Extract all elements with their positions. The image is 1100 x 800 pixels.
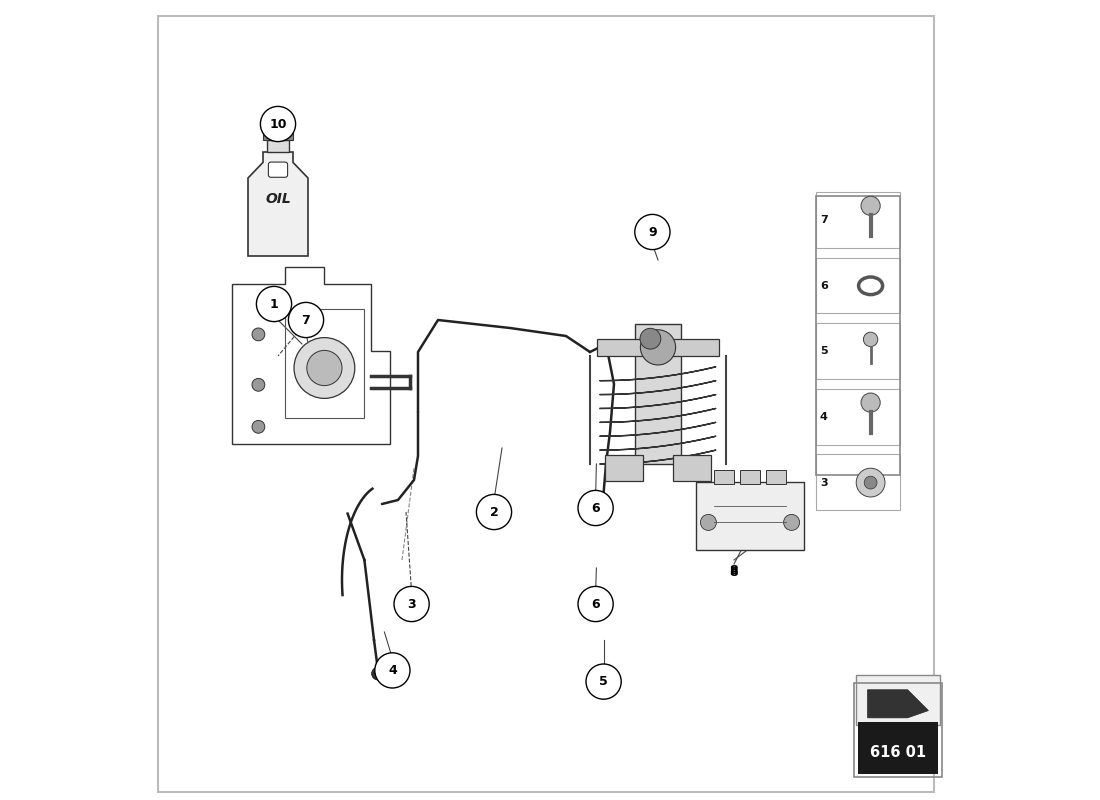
Text: 1: 1 <box>270 298 278 310</box>
Text: 7: 7 <box>301 314 310 326</box>
Circle shape <box>701 514 716 530</box>
FancyBboxPatch shape <box>695 482 804 550</box>
FancyBboxPatch shape <box>767 470 785 484</box>
Text: 5: 5 <box>820 346 827 357</box>
Circle shape <box>865 476 877 489</box>
Bar <box>816 323 900 379</box>
Circle shape <box>861 393 880 412</box>
Circle shape <box>640 328 661 349</box>
Bar <box>816 389 900 445</box>
Circle shape <box>586 664 622 699</box>
Polygon shape <box>248 152 308 256</box>
Circle shape <box>252 328 265 341</box>
Circle shape <box>294 338 355 398</box>
Text: 616 01: 616 01 <box>870 745 926 760</box>
Text: 3: 3 <box>820 478 827 488</box>
Circle shape <box>375 653 410 688</box>
Circle shape <box>578 586 613 622</box>
Text: 4: 4 <box>388 664 397 677</box>
Text: 4: 4 <box>820 412 828 422</box>
Bar <box>597 338 718 356</box>
Bar <box>673 455 712 482</box>
Bar <box>267 139 289 152</box>
Bar <box>858 722 938 774</box>
Circle shape <box>783 514 800 530</box>
Circle shape <box>261 106 296 142</box>
Text: 5: 5 <box>600 675 608 688</box>
FancyBboxPatch shape <box>268 162 287 178</box>
FancyBboxPatch shape <box>740 470 760 484</box>
Bar <box>857 675 939 725</box>
Bar <box>635 323 681 464</box>
Text: 6: 6 <box>820 281 828 291</box>
Circle shape <box>856 468 886 497</box>
Text: 3: 3 <box>407 598 416 610</box>
Bar <box>854 683 942 777</box>
Circle shape <box>372 667 384 680</box>
Circle shape <box>864 332 878 346</box>
Text: 8: 8 <box>729 564 738 577</box>
Bar <box>263 131 293 139</box>
Bar <box>605 455 642 482</box>
Text: 8: 8 <box>729 566 738 578</box>
Circle shape <box>394 586 429 622</box>
Text: 6: 6 <box>592 598 600 610</box>
Circle shape <box>252 421 265 433</box>
Text: 10: 10 <box>270 118 287 130</box>
Text: 6: 6 <box>592 502 600 514</box>
Circle shape <box>252 378 265 391</box>
Text: 2: 2 <box>490 506 498 518</box>
Circle shape <box>256 286 292 322</box>
FancyBboxPatch shape <box>714 470 734 484</box>
Circle shape <box>476 494 512 530</box>
Circle shape <box>861 196 880 215</box>
Circle shape <box>640 330 675 365</box>
Bar <box>816 192 900 248</box>
Bar <box>816 454 900 510</box>
Circle shape <box>578 490 613 526</box>
Text: 7: 7 <box>820 215 827 226</box>
Circle shape <box>635 214 670 250</box>
Bar <box>816 258 900 314</box>
Text: OIL: OIL <box>265 192 290 206</box>
Bar <box>816 196 900 475</box>
Circle shape <box>307 350 342 386</box>
Ellipse shape <box>864 281 878 291</box>
Text: 9: 9 <box>648 226 657 238</box>
Circle shape <box>288 302 323 338</box>
Polygon shape <box>868 690 928 718</box>
